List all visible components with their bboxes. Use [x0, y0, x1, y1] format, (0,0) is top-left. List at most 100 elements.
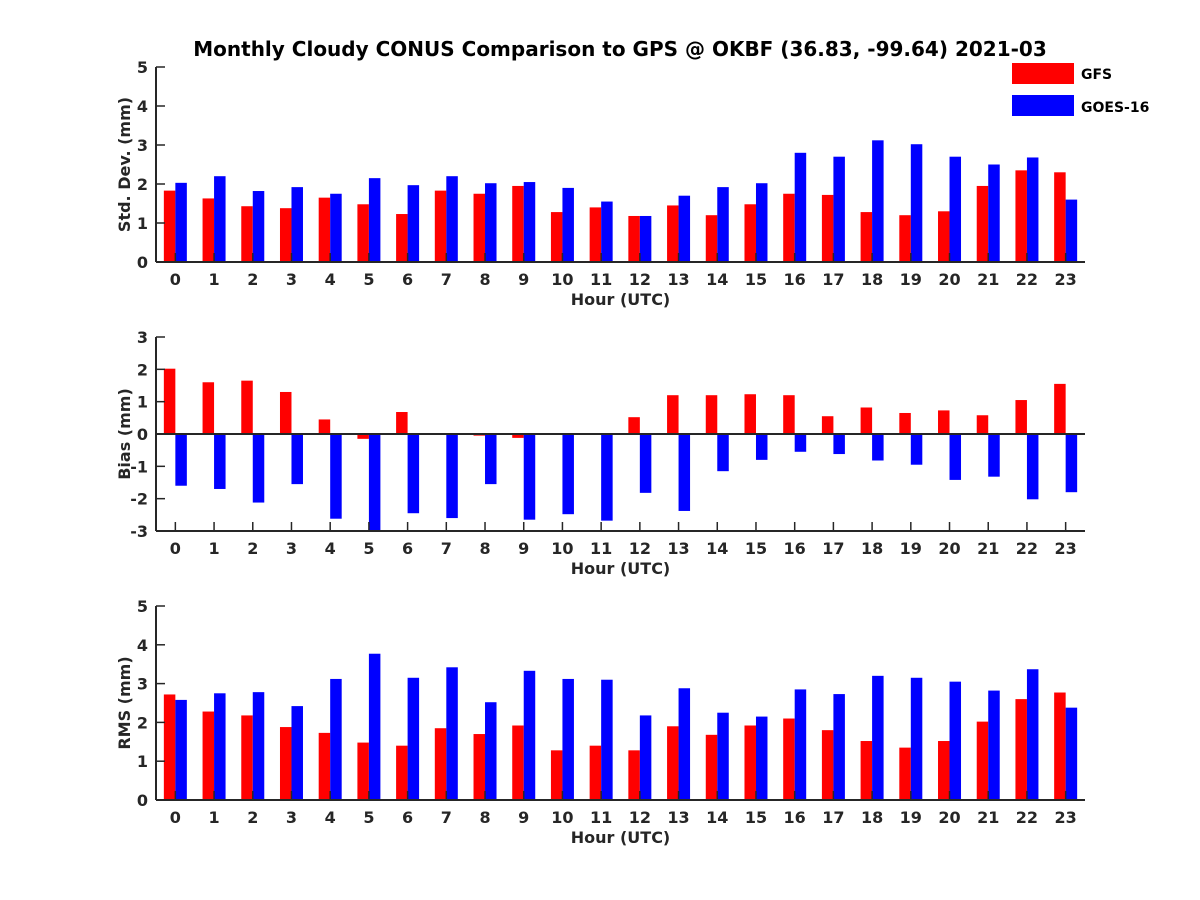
- std-dev-x-tick-label: 16: [784, 270, 806, 289]
- rms-bar-gfs-hour-4: [318, 732, 331, 800]
- std-dev-bar-goes16-hour-14: [717, 187, 729, 262]
- std-dev-bar-gfs-hour-2: [241, 206, 253, 262]
- rms-bar-goes16-hour-17: [833, 694, 845, 800]
- rms-bar-goes16-hour-11: [601, 679, 613, 800]
- std-dev-bar-gfs-hour-7: [434, 190, 447, 262]
- std-dev-x-tick-label: 9: [518, 270, 529, 289]
- bias-bar-goes16-hour-15: [755, 434, 768, 460]
- bias-bar-gfs-hour-3: [279, 391, 292, 434]
- rms-bar-gfs-hour-2: [241, 715, 253, 800]
- bias-bar-goes16-hour-0: [175, 434, 187, 486]
- bias-x-tick-label: 21: [977, 539, 999, 558]
- rms-bar-goes16-hour-0: [175, 699, 187, 800]
- std-dev-x-tick-label: 3: [286, 270, 297, 289]
- std-dev-x-tick-label: 19: [900, 270, 922, 289]
- bias-bar-gfs-hour-16: [783, 395, 795, 434]
- bias-x-tick-label: 8: [479, 539, 490, 558]
- legend-swatch-gfs: [1012, 63, 1074, 84]
- std-dev-bar-goes16-hour-2: [252, 191, 265, 262]
- std-dev-bar-goes16-hour-15: [755, 183, 768, 262]
- legend-label-gfs: GFS: [1081, 67, 1112, 83]
- rms-bar-goes16-hour-4: [330, 678, 342, 800]
- std-dev-x-tick-label: 12: [629, 270, 651, 289]
- bias-bar-goes16-hour-23: [1065, 434, 1078, 493]
- rms-x-tick-label: 18: [861, 808, 883, 827]
- std-dev-y-tick-label: 2: [137, 175, 148, 194]
- std-dev-x-tick-label: 11: [590, 270, 612, 289]
- bias-x-tick-label: 23: [1055, 539, 1077, 558]
- rms-bar-gfs-hour-11: [589, 745, 602, 800]
- bias-bar-gfs-hour-6: [396, 412, 408, 434]
- bias-x-tick-label: 2: [247, 539, 258, 558]
- rms-bar-goes16-hour-13: [678, 688, 691, 800]
- std-dev-x-tick-label: 6: [402, 270, 413, 289]
- bias-x-tick-label: 5: [363, 539, 374, 558]
- rms-bar-gfs-hour-18: [860, 741, 873, 800]
- bias-bar-gfs-hour-1: [202, 382, 215, 434]
- rms-bar-goes16-hour-22: [1026, 669, 1039, 800]
- rms-x-axis-label: Hour (UTC): [571, 828, 671, 847]
- std-dev-bar-gfs-hour-9: [512, 185, 524, 262]
- rms-x-tick-label: 9: [518, 808, 529, 827]
- std-dev-x-tick-label: 20: [938, 270, 960, 289]
- rms-bar-gfs-hour-16: [783, 718, 795, 800]
- bias-bar-gfs-hour-17: [821, 416, 834, 434]
- bias-bar-goes16-hour-7: [446, 434, 458, 519]
- bias-bar-goes16-hour-20: [949, 434, 962, 480]
- rms-x-tick-label: 6: [402, 808, 413, 827]
- bias-bar-goes16-hour-6: [407, 434, 420, 514]
- bias-x-tick-label: 13: [667, 539, 689, 558]
- legend-label-goes16: GOES-16: [1081, 100, 1149, 116]
- std-dev-x-tick-label: 22: [1016, 270, 1038, 289]
- rms-bar-gfs-hour-0: [163, 694, 176, 800]
- rms-y-tick-label: 0: [137, 791, 148, 810]
- rms-bar-goes16-hour-15: [755, 716, 768, 800]
- std-dev-bar-goes16-hour-19: [910, 144, 923, 262]
- std-dev-y-tick-label: 5: [137, 58, 148, 77]
- bias-x-axis-label: Hour (UTC): [571, 559, 671, 578]
- rms-bar-gfs-hour-22: [1015, 699, 1027, 800]
- rms-y-tick-label: 4: [137, 636, 148, 655]
- rms-bar-goes16-hour-20: [949, 681, 962, 800]
- bias-bar-goes16-hour-5: [368, 434, 381, 531]
- std-dev-bar-gfs-hour-12: [628, 215, 640, 262]
- rms-bar-goes16-hour-19: [910, 677, 923, 800]
- std-dev-bar-goes16-hour-11: [601, 201, 613, 262]
- rms-bar-gfs-hour-14: [705, 734, 718, 800]
- rms-bar-gfs-hour-15: [744, 725, 756, 800]
- std-dev-bar-gfs-hour-4: [318, 197, 331, 262]
- std-dev-bar-gfs-hour-3: [279, 208, 292, 262]
- rms-bar-gfs-hour-1: [202, 711, 215, 800]
- rms-bar-goes16-hour-1: [214, 693, 226, 800]
- bias-bar-gfs-hour-2: [241, 380, 253, 434]
- rms-bar-goes16-hour-9: [523, 670, 536, 800]
- std-dev-x-tick-label: 7: [441, 270, 452, 289]
- rms-x-tick-label: 12: [629, 808, 651, 827]
- bias-x-tick-label: 20: [938, 539, 960, 558]
- rms-bar-gfs-hour-12: [628, 750, 640, 800]
- rms-x-tick-label: 21: [977, 808, 999, 827]
- bias-bar-gfs-hour-22: [1015, 400, 1027, 434]
- rms-bar-goes16-hour-14: [717, 712, 729, 800]
- rms-x-tick-label: 11: [590, 808, 612, 827]
- bias-x-tick-label: 15: [745, 539, 767, 558]
- std-dev-bar-gfs-hour-23: [1054, 172, 1066, 262]
- rms-bar-gfs-hour-13: [667, 726, 679, 800]
- bias-y-axis-label: Bias (mm): [115, 388, 134, 480]
- rms-bar-gfs-hour-10: [550, 750, 563, 800]
- std-dev-x-tick-label: 17: [822, 270, 844, 289]
- std-dev-x-tick-label: 14: [706, 270, 728, 289]
- bias-x-tick-label: 19: [900, 539, 922, 558]
- rms-y-tick-label: 1: [137, 752, 148, 771]
- legend-swatch-goes16: [1012, 95, 1074, 116]
- bias-x-tick-label: 1: [208, 539, 219, 558]
- bias-x-tick-label: 3: [286, 539, 297, 558]
- bias-x-tick-label: 0: [170, 539, 181, 558]
- bias-bar-gfs-hour-4: [318, 419, 331, 434]
- rms-bar-gfs-hour-3: [279, 727, 292, 800]
- std-dev-x-tick-label: 13: [667, 270, 689, 289]
- rms-x-tick-label: 0: [170, 808, 181, 827]
- bias-bar-gfs-hour-12: [628, 417, 640, 434]
- rms-bar-goes16-hour-10: [562, 678, 574, 800]
